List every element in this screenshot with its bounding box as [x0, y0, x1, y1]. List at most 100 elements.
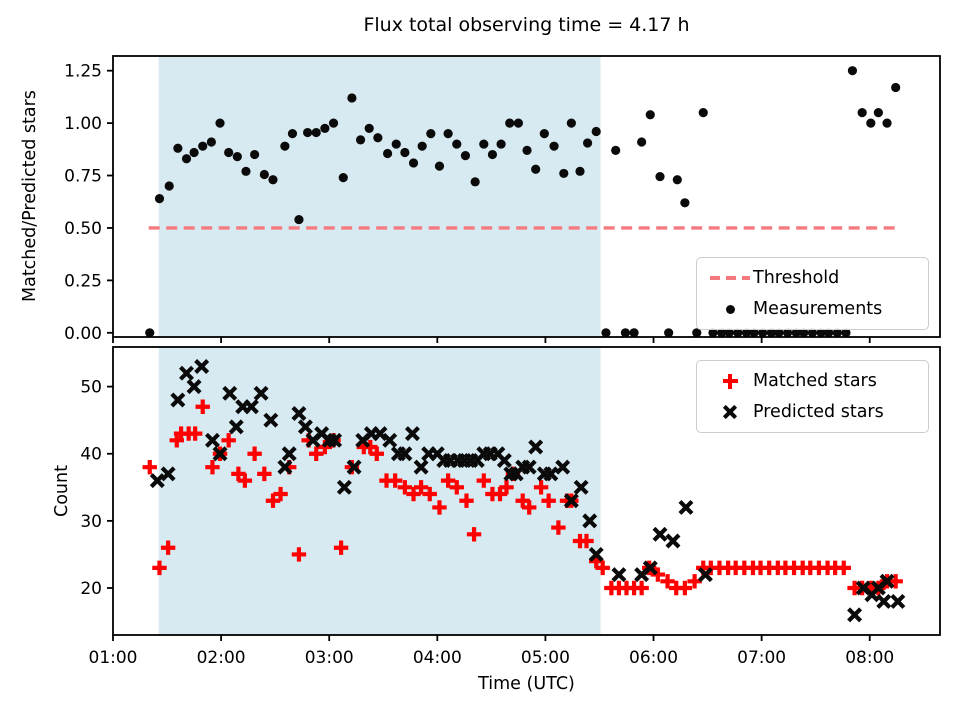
measurement-point — [522, 145, 532, 155]
measurement-point — [866, 118, 876, 128]
measurement-point — [799, 328, 809, 338]
measurement-point — [302, 127, 313, 138]
matched-point — [237, 473, 253, 488]
matched-point — [836, 560, 851, 576]
measurement-point — [733, 328, 743, 338]
predicted-point — [652, 526, 668, 542]
measurement-point — [549, 141, 559, 151]
measurement-point — [655, 171, 665, 182]
predicted-point — [413, 459, 429, 475]
measurement-point — [470, 177, 480, 187]
legend-label-measurements: Measurements — [753, 299, 883, 319]
measurement-point — [672, 175, 682, 185]
predicted-point — [555, 459, 571, 475]
predicted-point — [327, 432, 343, 448]
matched-point — [466, 527, 482, 542]
measurement-point — [857, 108, 867, 118]
measurement-point — [698, 108, 708, 118]
measurement-point — [559, 168, 569, 179]
matched-point — [142, 459, 157, 475]
measurement-point — [513, 118, 523, 128]
predicted-point — [879, 573, 895, 589]
matched-point — [476, 473, 491, 488]
measurement-point — [505, 118, 515, 128]
matched-point — [291, 547, 307, 562]
measurement-point — [215, 118, 225, 128]
predicted-point — [876, 593, 892, 609]
predicted-stars-x-icon — [707, 400, 753, 424]
matched-point — [406, 486, 421, 502]
predicted-point — [160, 466, 176, 482]
predicted-point — [243, 399, 259, 415]
measurements-dot-icon — [707, 304, 753, 314]
measurement-point — [408, 158, 419, 168]
measurement-point — [582, 138, 593, 148]
measurement-point — [311, 127, 321, 138]
measurement-point — [782, 328, 793, 338]
predicted-point — [582, 513, 598, 529]
predicted-point — [281, 446, 297, 462]
predicted-point — [642, 560, 658, 576]
measurement-point — [259, 169, 269, 180]
matched-point — [888, 574, 903, 589]
top-plot-area: 0.00 0.25 0.50 0.75 1.00 1.25 — [64, 55, 941, 344]
observing-window-shade — [158, 56, 601, 337]
measurement-point — [452, 139, 462, 149]
matched-point — [247, 446, 262, 461]
measurement-point — [294, 214, 304, 225]
measurement-point — [832, 328, 842, 338]
y-tick-label: 0.25 — [64, 271, 102, 291]
measurement-point — [766, 328, 776, 338]
y-tick-label: 0.75 — [64, 167, 102, 187]
bottom-plot-area: 01:00 02:00 03:00 04:00 05:00 06:00 07:00 08:00… — [80, 346, 941, 668]
y-tick-label: 1.00 — [64, 114, 102, 134]
matched-point — [432, 500, 447, 515]
measurement-point — [373, 133, 383, 143]
x-tick-label: 05:00 — [521, 648, 570, 668]
x-tick-label: 08:00 — [845, 648, 894, 668]
measurement-point — [601, 328, 611, 338]
measurement-point — [268, 175, 278, 185]
predicted-point — [372, 426, 388, 442]
measurement-point — [741, 328, 752, 338]
measurement-point — [232, 152, 242, 162]
predicted-point — [665, 533, 681, 549]
legend-item-matched-stars: Matched stars — [707, 367, 918, 395]
measurement-point — [847, 66, 858, 76]
x-tick-label: 07:00 — [737, 648, 786, 668]
predicted-point — [291, 405, 307, 421]
matched-point — [634, 580, 649, 596]
y-tick-label: 0.00 — [64, 324, 102, 344]
legend-item-threshold: Threshold — [707, 264, 918, 292]
predicted-point — [521, 459, 537, 475]
matched-point — [459, 493, 474, 508]
top-legend: Threshold Measurements — [696, 257, 929, 330]
matched-stars-plus-icon — [707, 373, 753, 389]
predicted-point — [678, 499, 694, 515]
predicted-point — [496, 452, 512, 468]
predicted-point — [170, 392, 186, 408]
matched-point — [333, 540, 349, 555]
matched-point — [650, 567, 666, 582]
matched-point — [265, 493, 281, 508]
y-tick-label: 40 — [80, 445, 102, 465]
matched-point — [187, 426, 203, 441]
legend-label-predicted-stars: Predicted stars — [753, 402, 884, 422]
y-tick-label: 50 — [80, 378, 102, 398]
predicted-point — [563, 493, 579, 509]
measurement-point — [347, 93, 357, 103]
predicted-point — [277, 459, 293, 475]
x-tick-label: 01:00 — [89, 648, 138, 668]
x-tick-label: 04:00 — [413, 648, 462, 668]
matched-point — [449, 480, 464, 495]
measurement-point — [189, 147, 199, 158]
predicted-point — [336, 479, 352, 495]
predicted-point — [228, 419, 244, 435]
predicted-point — [179, 365, 194, 381]
matched-point — [397, 480, 413, 495]
predicted-point — [297, 419, 313, 435]
measurement-point — [460, 151, 471, 161]
matched-point — [152, 560, 167, 576]
bottom-legend: Matched stars Predicted stars — [696, 360, 929, 433]
y-tick-label: 1.25 — [64, 62, 102, 82]
